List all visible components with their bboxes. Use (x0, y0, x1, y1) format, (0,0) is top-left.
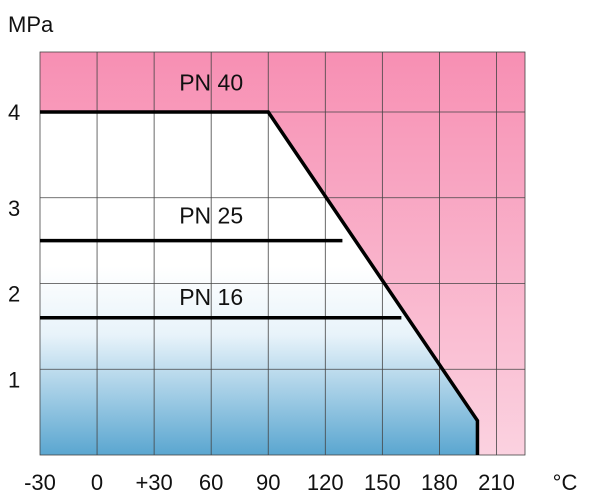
x-tick-label: 60 (199, 470, 223, 495)
series-label-pn-25: PN 25 (179, 202, 243, 228)
x-tick-label: 150 (364, 470, 401, 495)
plot-frame (39, 51, 526, 456)
x-tick-label: 120 (307, 470, 344, 495)
series-label-pn-40: PN 40 (179, 70, 243, 96)
x-axis-unit-label: °C (553, 470, 578, 495)
y-axis-unit-label: MPa (8, 12, 54, 37)
series-label-pn-16: PN 16 (179, 284, 243, 310)
y-tick-label: 1 (8, 367, 20, 392)
x-tick-label: 180 (421, 470, 458, 495)
y-tick-label: 3 (8, 196, 20, 221)
x-tick-label: 210 (478, 470, 515, 495)
y-tick-label: 4 (8, 100, 20, 125)
x-tick-label: +30 (135, 470, 172, 495)
x-tick-label: 90 (256, 470, 280, 495)
series-line-pn-40 (40, 110, 480, 455)
x-tick-label: -30 (24, 470, 56, 495)
y-tick-label: 2 (8, 282, 20, 307)
x-tick-label: 0 (91, 470, 103, 495)
